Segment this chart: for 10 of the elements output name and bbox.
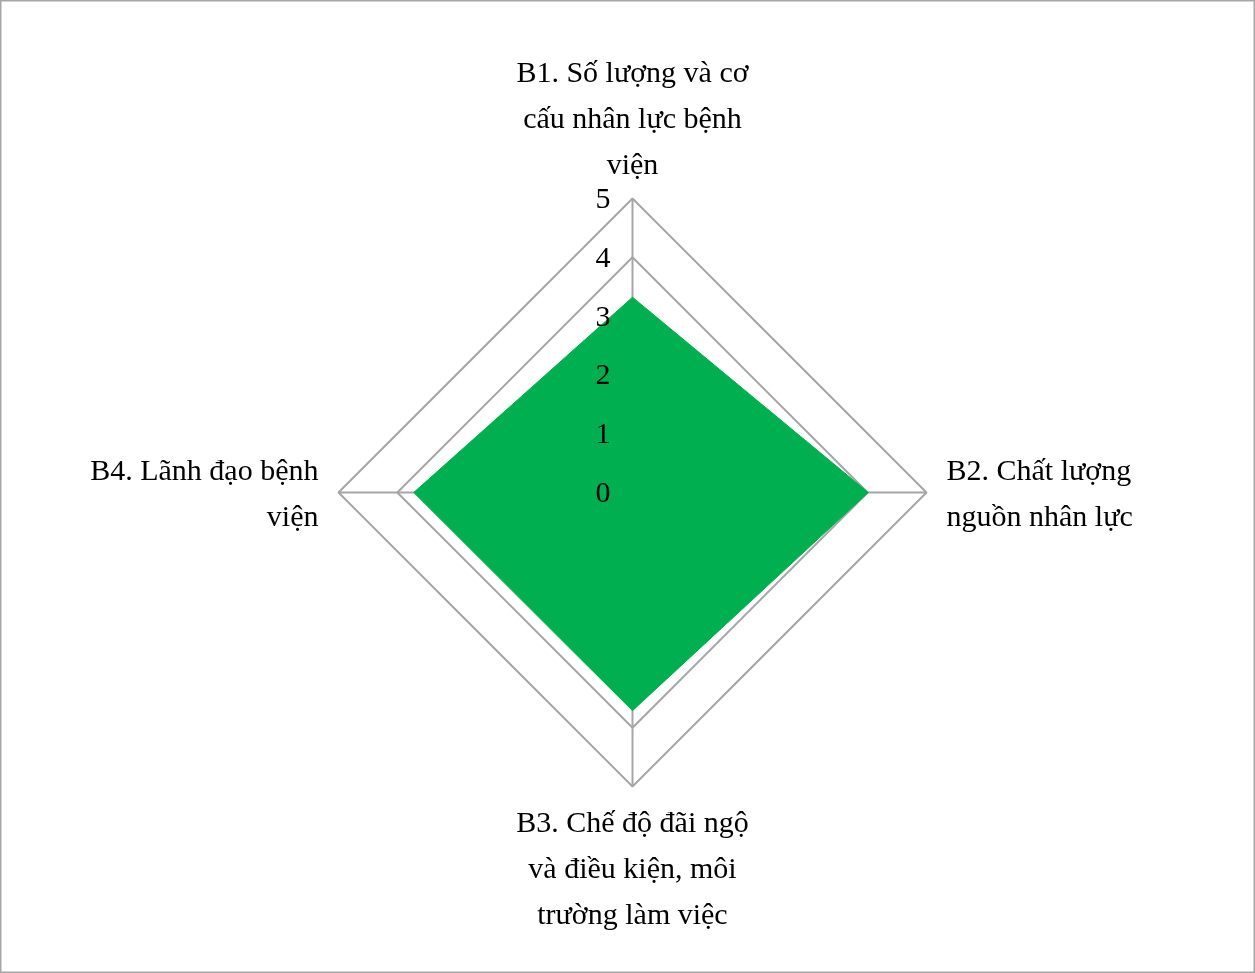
- spoke-label: B4. Lãnh đạo bệnh viện: [90, 452, 319, 533]
- y-tick-label: 0: [595, 475, 611, 508]
- y-tick-label: 4: [595, 239, 611, 273]
- spoke-label: B3. Chế độ đãi ngộ và điều kiện, môi trường làm việc: [516, 804, 749, 930]
- y-tick-label: 2: [595, 357, 611, 391]
- spoke-label: B1. Số lượng và cơ cấu nhân lực bệnh viện: [516, 55, 750, 181]
- y-tick-label: 5: [595, 181, 611, 214]
- spoke-label: B2. Chất lượng nguồn nhân lực: [946, 452, 1133, 533]
- y-tick-label: 3: [595, 298, 611, 332]
- y-tick-label: 1: [595, 416, 611, 450]
